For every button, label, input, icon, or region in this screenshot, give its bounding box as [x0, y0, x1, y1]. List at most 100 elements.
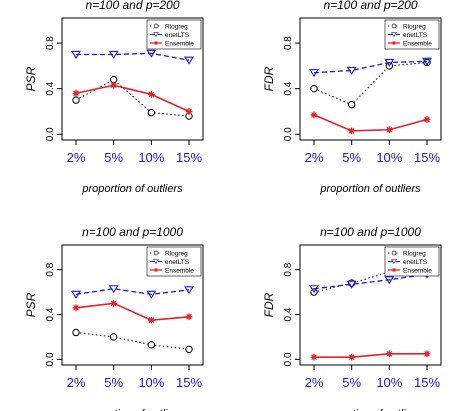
x-axis-label: proportion of outliers — [319, 408, 421, 411]
data-point-enetlts — [346, 280, 357, 289]
x-tick-label: 2% — [67, 150, 86, 165]
series-enetlts — [309, 57, 432, 78]
legend-label-ensemble: Ensemble — [403, 267, 432, 274]
legend-marker — [153, 40, 159, 46]
y-axis-label: FDR — [262, 292, 276, 317]
legend-label-ensemble: Ensemble — [165, 40, 194, 47]
data-point-enetlts — [422, 57, 432, 66]
legend-marker — [153, 267, 159, 273]
legend-label-enetlts: enetLTS — [403, 32, 428, 39]
x-tick-label: 2% — [67, 375, 86, 390]
series-line-enetlts — [313, 60, 428, 74]
legend-label-ensemble: Ensemble — [165, 267, 194, 274]
series-ensemble — [72, 81, 193, 115]
data-point-ensemble — [423, 116, 431, 123]
chart-panel-4: n=100 and p=1000 0.0 0.4 0.8 FDR 2% 5% 10% 15% pr… — [262, 225, 442, 411]
legend-marker-rlogreg — [391, 250, 397, 256]
data-point-enetlts — [384, 276, 395, 285]
legend-marker-rlogreg — [391, 23, 397, 29]
series-enetlts — [71, 49, 194, 65]
series-line-enetlts — [313, 273, 428, 290]
x-tick-label: 15% — [414, 150, 440, 165]
series-line-ensemble — [313, 114, 428, 132]
x-tick-label: 10% — [376, 375, 402, 390]
y-tick-label: 0.0 — [45, 127, 56, 141]
series-line-rlogreg — [75, 78, 190, 117]
series-line-enetlts — [75, 288, 190, 296]
data-point-rlogreg — [109, 75, 118, 84]
x-tick-label: 15% — [176, 375, 202, 390]
x-tick-label: 10% — [138, 375, 164, 390]
legend-marker-ensemble — [391, 267, 397, 273]
legend-label-enetlts: enetLTS — [165, 259, 190, 266]
legend-marker-ensemble — [153, 40, 159, 46]
legend-label-rlogreg: Rlogreg — [403, 23, 426, 30]
data-point-enetlts — [71, 290, 81, 299]
y-tick-label: 0.8 — [45, 262, 56, 276]
data-point-ensemble — [348, 127, 356, 135]
data-point-rlogreg — [72, 96, 80, 104]
series-ensemble — [310, 350, 431, 361]
legend-label-rlogreg: Rlogreg — [165, 250, 188, 257]
legend-marker — [153, 23, 159, 29]
plot-frame — [299, 244, 442, 366]
legend-label-enetlts: enetLTS — [403, 259, 428, 266]
data-point-ensemble — [72, 304, 80, 312]
data-point-ensemble — [310, 353, 318, 361]
legend-marker-enetlts — [153, 32, 159, 38]
data-point-enetlts — [108, 285, 119, 294]
legend-marker-rlogreg — [153, 250, 159, 256]
legend-label-rlogreg: Rlogreg — [165, 23, 188, 30]
series-ensemble — [72, 299, 193, 324]
y-tick-label: 0.4 — [45, 307, 56, 321]
data-point-ensemble — [185, 108, 193, 115]
data-point-ensemble — [147, 316, 155, 324]
data-point-rlogreg — [310, 84, 318, 93]
legend-marker-enetlts — [391, 259, 397, 265]
series-enetlts — [71, 285, 194, 299]
data-point-enetlts — [309, 285, 319, 294]
x-tick-label: 2% — [305, 375, 324, 390]
data-point-enetlts — [309, 69, 319, 78]
legend-marker-enetlts — [153, 259, 159, 265]
series-line-rlogreg — [75, 331, 190, 350]
series-line-enetlts — [76, 52, 190, 61]
data-point-rlogreg — [147, 108, 156, 117]
legend-label-enetlts: enetLTS — [165, 32, 190, 39]
plot-frame — [299, 17, 442, 141]
data-point-ensemble — [385, 126, 393, 134]
panel-title: n=100 and p=1000 — [82, 225, 183, 239]
data-point-ensemble — [423, 350, 431, 358]
y-tick-label: 0.8 — [283, 262, 294, 276]
x-tick-label: 15% — [414, 375, 440, 390]
series-line-ensemble — [75, 302, 190, 321]
data-point-ensemble — [110, 299, 118, 307]
x-axis-label: proportion of outliers — [81, 183, 183, 195]
x-tick-label: 2% — [305, 150, 324, 165]
y-tick-label: 0.0 — [283, 127, 294, 141]
legend-marker — [153, 259, 159, 265]
x-tick-label: 5% — [342, 375, 361, 390]
x-tick-label: 5% — [104, 375, 123, 390]
chart-panel-1: n=100 and p=200 0.0 0.4 0.8 PSR 2% 5% 10% 15% pro… — [24, 0, 204, 195]
y-tick-label: 0.0 — [283, 352, 294, 366]
data-point-enetlts — [346, 66, 357, 75]
panel-title: n=100 and p=1000 — [320, 225, 421, 239]
y-tick-label: 0.4 — [283, 81, 294, 95]
data-point-enetlts — [184, 56, 194, 65]
legend-marker — [391, 32, 397, 38]
data-point-ensemble — [185, 313, 193, 321]
legend-marker — [391, 259, 397, 265]
series-rlogreg — [72, 75, 193, 120]
data-point-enetlts — [146, 49, 157, 58]
x-tick-label: 10% — [376, 150, 402, 165]
chart-panel-2: n=100 and p=200 0.0 0.4 0.8 FDR 2% 5% 10% 15% pro… — [262, 0, 442, 195]
plot-frame — [61, 244, 204, 366]
panel-title: n=100 and p=200 — [85, 0, 179, 12]
legend-marker — [391, 23, 397, 29]
x-axis-label: proportion of outliers — [81, 408, 183, 411]
legend-marker — [391, 40, 397, 46]
